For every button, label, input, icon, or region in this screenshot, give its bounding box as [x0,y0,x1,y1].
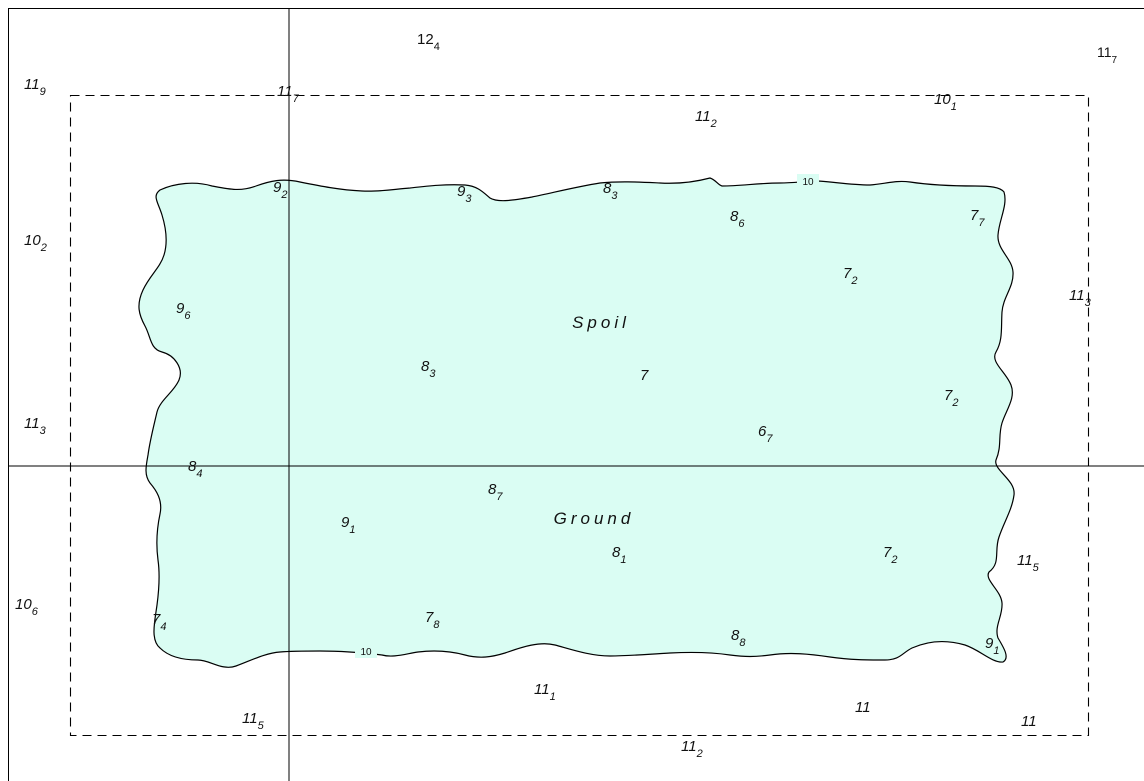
sounding: 111 [534,681,556,703]
sounding: 96 [176,300,191,322]
sounding: 84 [188,458,202,480]
sounding: 67 [758,423,773,445]
sounding: 83 [603,180,618,202]
sounding: 91 [985,635,999,657]
sounding: 115 [242,710,265,732]
sounding: 115 [1017,552,1040,574]
contour-label-bottom: 10 [360,647,372,658]
sounding: 74 [152,611,166,633]
contour-knockout-top [797,174,819,188]
sounding: 88 [731,627,746,649]
soundings-group: 124 117 119 117 101 112 92 93 83 86 77 1… [15,31,1118,760]
sounding: 11 [1021,713,1037,730]
area-label-ground: Ground [554,509,635,528]
contour-knockout-bottom [355,644,377,658]
sounding: 102 [24,232,47,254]
sounding: 117 [1097,44,1118,66]
dashed-limit-boundary [69,94,1090,737]
area-label-spoil: Spoil [572,313,630,332]
sounding: 87 [488,481,503,503]
spoil-ground-area [138,177,1015,668]
sounding: 72 [883,544,897,566]
sounding: 124 [417,31,440,53]
sounding: 117 [277,83,300,105]
sounding: 72 [843,265,857,287]
sounding: 77 [970,207,985,229]
sounding: 78 [425,609,440,631]
contour-label-top: 10 [802,177,814,188]
sounding: 119 [24,76,46,98]
sounding: 112 [695,108,717,130]
sounding: 91 [341,514,355,536]
sounding: 106 [15,596,39,618]
sounding: 81 [612,544,626,566]
sounding: 86 [730,208,745,230]
sounding: 92 [273,179,287,201]
sounding: 11 [855,699,871,716]
sounding: 113 [1069,287,1092,309]
sounding: 93 [457,183,472,205]
sounding: 83 [421,358,436,380]
map-frame [8,8,1144,781]
sounding: 72 [944,387,958,409]
sounding: 101 [934,91,957,113]
sounding: 113 [24,415,47,437]
sounding: 7 [640,367,649,384]
sounding: 112 [681,738,703,760]
